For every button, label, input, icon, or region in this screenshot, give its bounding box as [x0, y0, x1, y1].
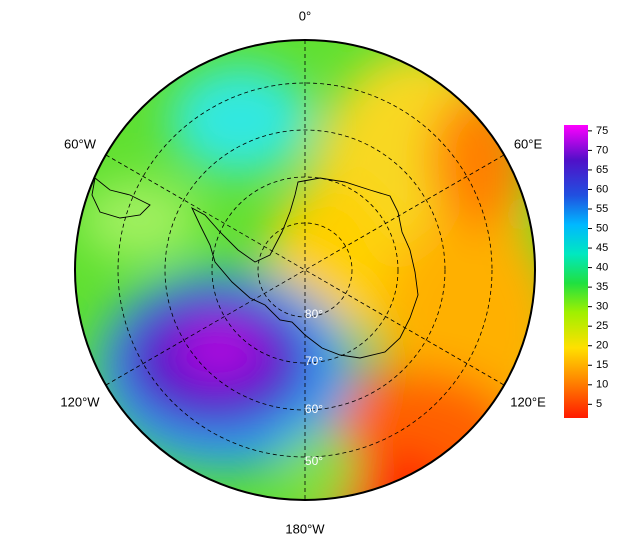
lon-label: 60°E [514, 136, 543, 151]
colorbar-tick-label: 25 [596, 320, 608, 332]
colorbar-tick-label: 5 [596, 398, 602, 410]
coastline [91, 177, 419, 359]
colorbar-tick-label: 75 [596, 125, 608, 137]
lon-label: 120°W [60, 394, 100, 409]
colorbar-scale [564, 125, 588, 418]
lat-label: 80° [305, 307, 323, 321]
colorbar-tick-label: 35 [596, 281, 608, 293]
colorbar-tick-label: 20 [596, 340, 608, 352]
lon-label: 120°E [510, 394, 546, 409]
colorbar-tick-label: 15 [596, 359, 608, 371]
lon-label: 60°W [64, 136, 97, 151]
colorbar-tick-label: 65 [596, 164, 608, 176]
lat-label: 50° [305, 454, 323, 468]
map-border [74, 39, 536, 501]
field [75, 40, 535, 500]
colorbar-tick-label: 45 [596, 242, 608, 254]
colorbar-tick-label: 60 [596, 183, 608, 195]
graticule [105, 40, 505, 500]
colorbar-tick-label: 55 [596, 203, 608, 215]
colorbar-tick-label: 50 [596, 222, 608, 234]
colorbar-tick-label: 30 [596, 301, 608, 313]
colorbar-tick-label: 10 [596, 379, 608, 391]
colorbar-tick-label: 70 [596, 144, 608, 156]
lat-label: 60° [305, 402, 323, 416]
lon-label: 180°W [285, 521, 325, 536]
colorbar: 5 10 15 20 25 30 35 40 45 50 55 60 65 70 75 [564, 125, 608, 418]
lat-label: 70° [305, 354, 323, 368]
colorbar-tick-label: 40 [596, 261, 608, 273]
lon-label: 0° [299, 8, 311, 23]
